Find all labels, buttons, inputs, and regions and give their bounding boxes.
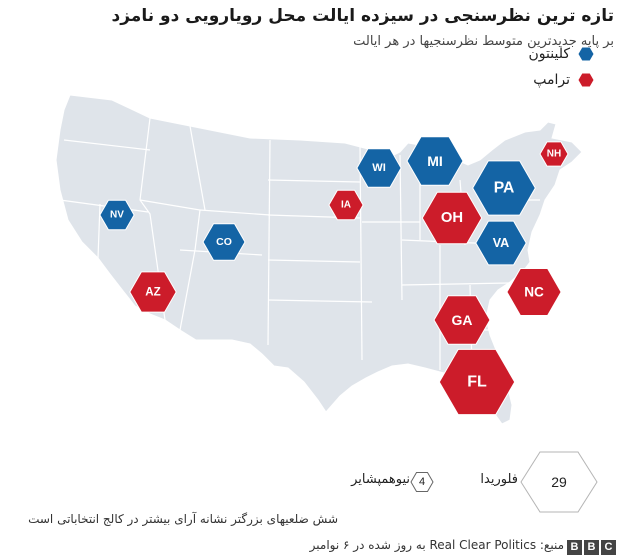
state-hex-nv-label: NV <box>110 210 124 221</box>
bbc-logo-letter-b1: B <box>567 540 582 555</box>
state-hex-nc-label: NC <box>524 285 544 300</box>
size-key-large-value: 29 <box>551 474 567 490</box>
state-hex-ia[interactable]: IA <box>328 189 364 221</box>
legend-item-trump: ترامپ <box>474 68 594 92</box>
state-hex-ga-label: GA <box>452 312 473 328</box>
state-hex-va-shape <box>475 220 527 266</box>
size-key-large-hexagon: 29 <box>520 451 598 513</box>
state-hex-wi[interactable]: WI <box>356 148 402 188</box>
bbc-logo-letter-c: C <box>601 540 616 555</box>
state-hex-pa-label: PA <box>494 180 515 197</box>
state-hex-nh[interactable]: NH <box>539 141 569 167</box>
size-key-small-value: 4 <box>419 476 425 488</box>
trump-hexagon-icon <box>578 73 594 87</box>
state-hex-wi-shape <box>356 148 402 188</box>
state-hex-co-shape <box>202 223 246 261</box>
bbc-logo-letter-b2: B <box>584 540 599 555</box>
state-hex-va-label: VA <box>493 236 510 250</box>
legend-label-trump: ترامپ <box>533 72 570 88</box>
state-hex-co[interactable]: CO <box>202 223 246 261</box>
map-title: تازه ترین نظرسنجی در سیزده ایالت محل روی… <box>111 6 615 26</box>
state-hex-nc[interactable]: NC <box>506 268 562 316</box>
state-hex-fl-label: FL <box>467 374 487 391</box>
state-hex-az-label: AZ <box>145 286 160 299</box>
state-hexagons: NV CO AZ IA WI MI OH PA <box>99 136 569 416</box>
state-hex-mi-shape <box>406 136 464 186</box>
size-key-large-label: فلوریدا <box>480 472 518 487</box>
footnote: شش ضلعیهای بزرگتر نشانه آرای بیشتر در کا… <box>28 512 338 526</box>
state-hex-nv[interactable]: NV <box>99 199 135 231</box>
state-hex-nh-shape <box>539 141 569 167</box>
state-hex-ia-label: IA <box>341 200 351 211</box>
source-note: منبع: Real Clear Politics به روز شده در … <box>309 538 564 552</box>
state-hex-ga[interactable]: GA <box>433 295 491 345</box>
state-hex-az-shape <box>129 271 177 313</box>
state-hex-fl[interactable]: FL <box>438 348 516 416</box>
clinton-hexagon-icon <box>578 47 594 61</box>
state-hex-ia-shape <box>328 189 364 221</box>
state-hex-co-label: CO <box>216 236 232 248</box>
state-hex-va[interactable]: VA <box>475 220 527 266</box>
state-hex-nh-label: NH <box>547 149 561 160</box>
legend-label-clinton: کلینتون <box>528 46 571 62</box>
us-states-map: NV CO AZ IA WI MI OH PA <box>55 94 583 425</box>
state-hex-fl-shape <box>438 348 516 416</box>
state-hex-ga-shape <box>433 295 491 345</box>
state-hex-pa[interactable]: PA <box>472 160 536 216</box>
state-hex-oh-shape <box>421 191 483 245</box>
hexagon-size-key: 29 4 فلوریدا نیوهمپشایر <box>0 451 624 513</box>
state-hex-oh-label: OH <box>441 210 463 226</box>
state-hex-az[interactable]: AZ <box>129 271 177 313</box>
state-hex-nv-shape <box>99 199 135 231</box>
state-hex-nc-shape <box>506 268 562 316</box>
state-hex-oh[interactable]: OH <box>421 191 483 245</box>
map-subtitle: بر پایه جدیدترین متوسط نظرسنجیها در هر ا… <box>353 34 614 49</box>
state-hex-mi[interactable]: MI <box>406 136 464 186</box>
size-key-small-label: نیوهمپشایر <box>351 472 410 487</box>
state-hex-mi-label: MI <box>427 153 443 169</box>
state-hex-pa-shape <box>472 160 536 216</box>
size-key-shapes: 29 4 <box>410 451 598 513</box>
state-hex-wi-label: WI <box>372 162 386 174</box>
legend: کلینتون ترامپ <box>474 40 594 92</box>
bbc-logo: B B C <box>567 540 616 555</box>
legend-item-clinton: کلینتون <box>474 42 594 66</box>
size-key-small-hexagon: 4 <box>410 472 434 492</box>
